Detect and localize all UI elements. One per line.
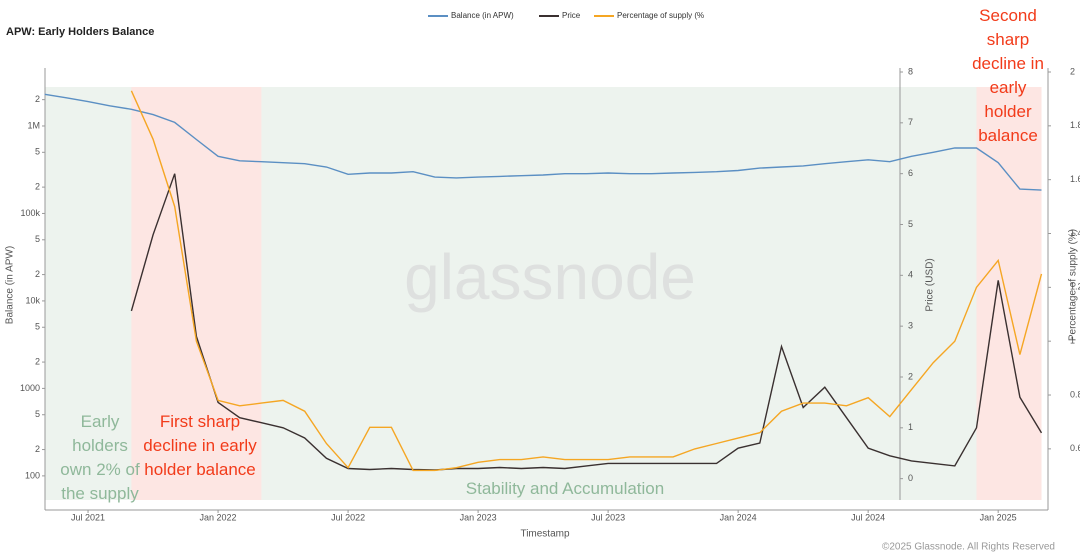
y3-tick-label: 1.4 xyxy=(1070,228,1080,238)
y3-tick-label: 0.8 xyxy=(1070,389,1080,399)
y3-tick-label: 1.8 xyxy=(1070,120,1080,130)
shaded-region xyxy=(976,87,1042,500)
legend-label: Price xyxy=(562,11,581,20)
y2-axis-label: Price (USD) xyxy=(925,258,936,311)
x-tick-label: Jan 2022 xyxy=(200,512,237,522)
y-tick-label: 1000 xyxy=(20,383,40,393)
x-tick-label: Jul 2021 xyxy=(71,512,105,522)
y2-tick-label: 2 xyxy=(908,371,913,381)
y2-tick-label: 8 xyxy=(908,66,913,76)
y-axis-label: Balance (in APW) xyxy=(5,246,16,324)
x-axis-label: Timestamp xyxy=(520,529,570,540)
series-line xyxy=(44,93,1042,191)
y3-tick-label: 1.6 xyxy=(1070,174,1080,184)
y2-tick-label: 7 xyxy=(908,117,913,127)
y2-tick-label: 3 xyxy=(908,321,913,331)
legend-label: Balance (in APW) xyxy=(451,11,514,20)
chart-title: APW: Early Holders Balance xyxy=(6,26,154,38)
y-tick-label: 100k xyxy=(20,208,40,218)
annotation: Stability and Accumulation xyxy=(465,479,665,498)
y2-tick-label: 5 xyxy=(908,219,913,229)
x-tick-label: Jan 2023 xyxy=(460,512,497,522)
x-tick-label: Jul 2024 xyxy=(851,512,885,522)
y-tick-label: 1M xyxy=(27,120,40,130)
y3-tick-label: 0.6 xyxy=(1070,443,1080,453)
y-tick-label: 2 xyxy=(35,444,40,454)
series-line xyxy=(130,90,1043,472)
x-tick-label: Jul 2022 xyxy=(331,512,365,522)
y3-axis-label: Percentage of supply (%) xyxy=(1068,229,1079,341)
annotation: Second sharp decline in early holder bal… xyxy=(972,6,1044,145)
y-tick-label: 5 xyxy=(35,322,40,332)
footer: ©2025 Glassnode. All Rights Reserved xyxy=(882,542,1055,553)
y-tick-label: 2 xyxy=(35,94,40,104)
x-tick-label: Jul 2023 xyxy=(591,512,625,522)
x-tick-label: Jan 2024 xyxy=(720,512,757,522)
y-tick-label: 5 xyxy=(35,234,40,244)
series-line xyxy=(130,173,1043,471)
y-tick-label: 2 xyxy=(35,356,40,366)
annotation: Early holders own 2% of the supply xyxy=(60,412,140,503)
annotation: First sharp decline in early holder bala… xyxy=(143,412,257,479)
y-tick-label: 5 xyxy=(35,147,40,157)
legend-label: Percentage of supply (% xyxy=(617,11,704,20)
y-tick-label: 2 xyxy=(35,181,40,191)
y2-tick-label: 0 xyxy=(908,473,913,483)
y2-tick-label: 1 xyxy=(908,422,913,432)
y-tick-label: 100 xyxy=(25,470,40,480)
y-tick-label: 10k xyxy=(25,295,40,305)
y3-tick-label: 1.2 xyxy=(1070,282,1080,292)
y-tick-label: 2 xyxy=(35,269,40,279)
x-tick-label: Jan 2025 xyxy=(980,512,1017,522)
shaded-region xyxy=(131,87,262,500)
y2-tick-label: 6 xyxy=(908,168,913,178)
y3-tick-label: 2 xyxy=(1070,66,1075,76)
y-tick-label: 5 xyxy=(35,409,40,419)
y3-tick-label: 1 xyxy=(1070,336,1075,346)
watermark: glassnode xyxy=(404,241,696,313)
y2-tick-label: 4 xyxy=(908,270,913,280)
